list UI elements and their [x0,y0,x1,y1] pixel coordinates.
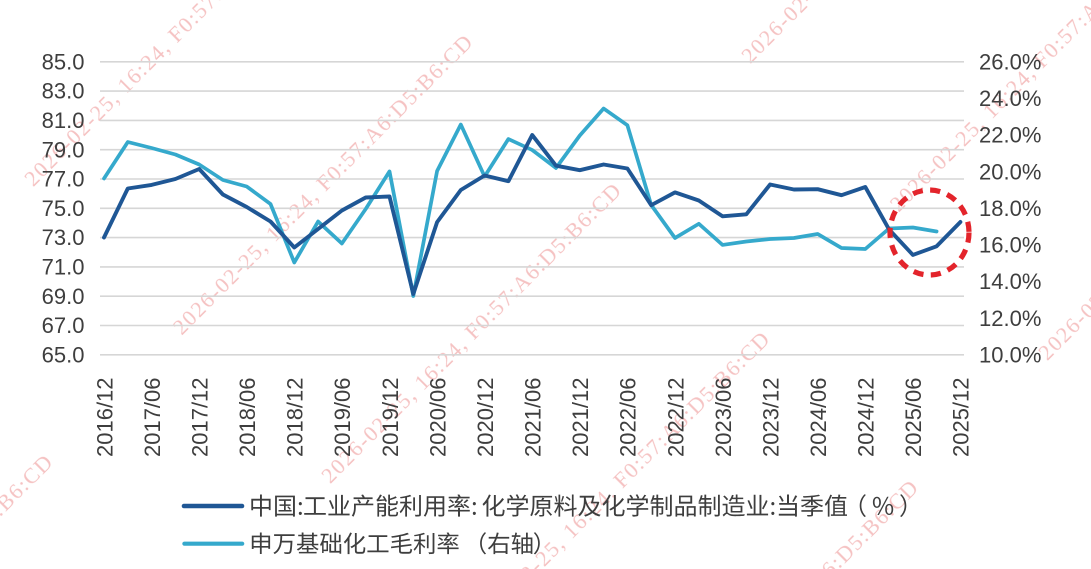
svg-text:2022/06: 2022/06 [616,377,641,457]
svg-text:81.0: 81.0 [42,108,85,133]
svg-text:16.0%: 16.0% [979,233,1041,258]
svg-text:77.0: 77.0 [42,167,85,192]
svg-text:26.0%: 26.0% [979,49,1041,74]
svg-text:69.0: 69.0 [42,284,85,309]
svg-text:2020/06: 2020/06 [425,377,450,457]
svg-text:2025/06: 2025/06 [901,377,926,457]
svg-text:20.0%: 20.0% [979,159,1041,184]
svg-text:67.0: 67.0 [42,313,85,338]
svg-text:2018/06: 2018/06 [235,377,260,457]
svg-text:73.0: 73.0 [42,225,85,250]
svg-text:2023/06: 2023/06 [711,377,736,457]
svg-text:71.0: 71.0 [42,255,85,280]
svg-text:14.0%: 14.0% [979,269,1041,294]
svg-text:2017/12: 2017/12 [188,377,213,457]
svg-text:12.0%: 12.0% [979,306,1041,331]
svg-text:75.0: 75.0 [42,196,85,221]
svg-text:10.0%: 10.0% [979,342,1041,367]
svg-text:2022/12: 2022/12 [663,377,688,457]
svg-text:65.0: 65.0 [42,342,85,367]
svg-text:2021/12: 2021/12 [568,377,593,457]
svg-text:85.0: 85.0 [42,49,85,74]
svg-text:2016/12: 2016/12 [92,377,117,457]
svg-text:2025/12: 2025/12 [949,377,974,457]
svg-text:2021/06: 2021/06 [521,377,546,457]
svg-text:83.0: 83.0 [42,79,85,104]
svg-text:22.0%: 22.0% [979,123,1041,148]
svg-text:79.0: 79.0 [42,137,85,162]
svg-text:18.0%: 18.0% [979,196,1041,221]
svg-text:2019/06: 2019/06 [330,377,355,457]
svg-text:2019/12: 2019/12 [378,377,403,457]
svg-text:24.0%: 24.0% [979,86,1041,111]
svg-text:2024/06: 2024/06 [806,377,831,457]
svg-text:2018/12: 2018/12 [283,377,308,457]
svg-text:2024/12: 2024/12 [854,377,879,457]
svg-text:2023/12: 2023/12 [758,377,783,457]
svg-text:2020/12: 2020/12 [473,377,498,457]
svg-text:2017/06: 2017/06 [140,377,165,457]
